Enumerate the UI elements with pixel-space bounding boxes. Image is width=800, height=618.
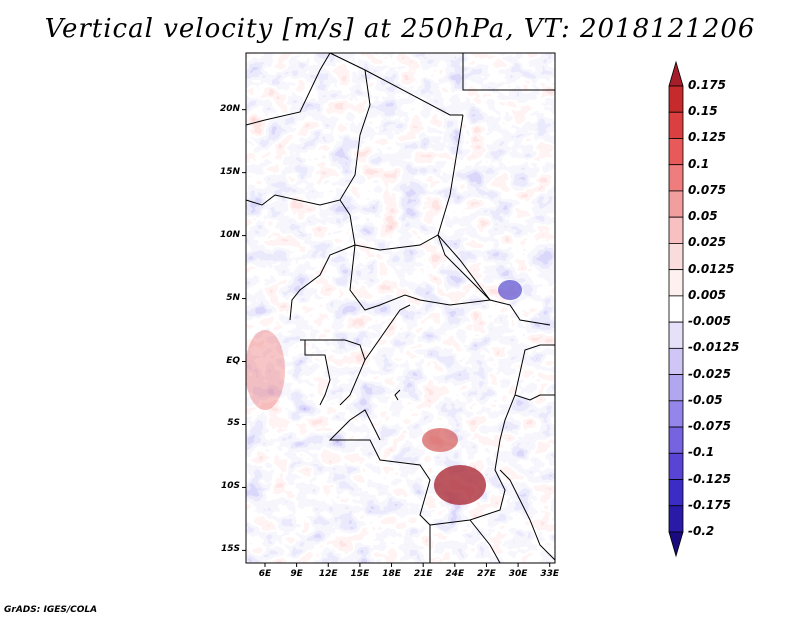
colorbar-segment — [668, 85, 684, 113]
map-title: Vertical velocity [m/s] at 250hPa, VT: 2… — [44, 14, 756, 44]
colorbar-label: 0.15 — [688, 104, 718, 119]
colorbar-label: -0.0125 — [688, 340, 740, 355]
colorbar-top-arrow — [668, 60, 684, 87]
colorbar-segment — [668, 111, 684, 139]
colorbar-segment — [668, 243, 684, 271]
colorbar-label: 0.05 — [688, 209, 718, 224]
colorbar-segment — [668, 138, 684, 166]
grads-credit: GrADS: IGES/COLA — [4, 605, 98, 615]
axis-ticks — [242, 109, 551, 567]
colorbar-label: -0.025 — [688, 366, 731, 381]
colorbar-label: 0.075 — [688, 182, 726, 197]
colorbar-label: -0.175 — [688, 497, 731, 512]
colorbar-label: -0.05 — [688, 392, 723, 407]
lat-label: EQ — [226, 355, 240, 366]
country-borders — [245, 52, 556, 564]
colorbar-segment — [668, 164, 684, 192]
colorbar-segment — [668, 505, 684, 533]
colorbar-label: -0.075 — [688, 419, 731, 434]
colorbar-segment — [668, 452, 684, 480]
lat-label: 5S — [227, 418, 240, 429]
lat-label: 15N — [219, 166, 240, 177]
colorbar-segment — [668, 426, 684, 454]
colorbar-label: 0.005 — [688, 287, 726, 302]
colorbar-segment — [668, 269, 684, 297]
lat-label: 20N — [219, 103, 240, 114]
colorbar-segment — [668, 479, 684, 507]
colorbar-label: 0.0125 — [688, 261, 735, 276]
lat-label: 10S — [220, 481, 240, 492]
colorbar-segment — [668, 295, 684, 323]
lon-label: 12E — [318, 569, 338, 579]
colorbar-label: -0.125 — [688, 471, 731, 486]
lon-label: 33E — [540, 569, 560, 579]
colorbar-segment — [668, 190, 684, 218]
colorbar-segment — [668, 374, 684, 402]
colorbar-label: -0.1 — [688, 445, 715, 460]
colorbar-label: -0.2 — [688, 524, 715, 538]
colorbar-bottom-arrow — [668, 531, 684, 558]
colorbar-label: -0.005 — [688, 314, 731, 329]
lat-label: 10N — [219, 229, 240, 240]
map-frame — [245, 52, 556, 564]
colorbar-segment — [668, 400, 684, 428]
colorbar-segment — [668, 321, 684, 349]
colorbar-label: 0.1 — [688, 156, 710, 171]
lon-label: 9E — [290, 569, 303, 579]
colorbar — [668, 60, 684, 558]
lon-label: 18E — [382, 569, 401, 579]
lon-label: 21E — [413, 569, 433, 579]
colorbar-segment — [668, 347, 684, 375]
colorbar-label: 0.175 — [688, 78, 726, 92]
lon-label: 6E — [258, 569, 272, 579]
lat-label: 15S — [220, 544, 240, 555]
lon-label: 27E — [477, 569, 496, 579]
colorbar-label: 0.025 — [688, 235, 726, 250]
lon-label: 15E — [350, 569, 370, 579]
lon-label: 24E — [445, 569, 465, 579]
colorbar-segment — [668, 216, 684, 244]
lat-label: 5N — [226, 292, 240, 303]
colorbar-label: 0.125 — [688, 130, 726, 145]
velocity-field — [246, 53, 555, 563]
lon-label: 30E — [508, 569, 528, 579]
